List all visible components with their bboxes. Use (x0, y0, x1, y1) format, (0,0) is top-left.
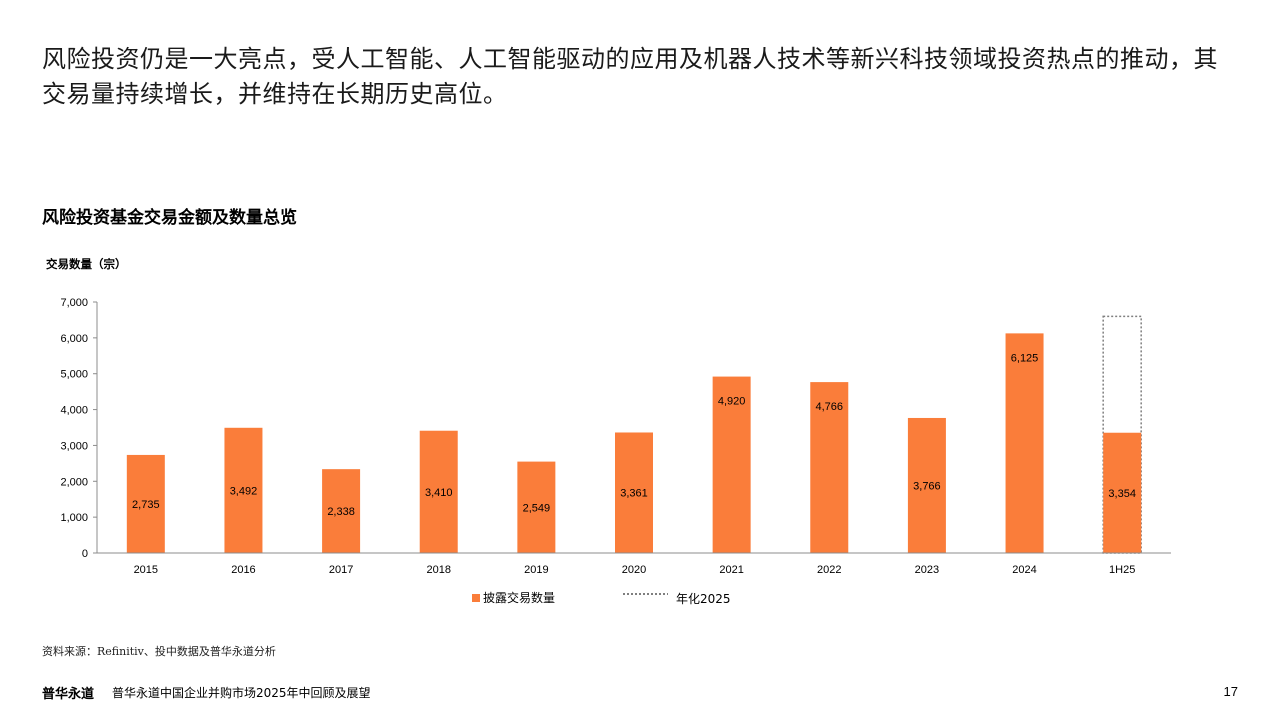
data-label: 3,354 (1108, 488, 1136, 500)
bar (126, 454, 165, 553)
x-tick-label: 2018 (426, 564, 450, 576)
bar (810, 382, 849, 553)
bar (712, 376, 751, 553)
y-tick-label: 1,000 (60, 512, 88, 524)
data-label: 3,361 (620, 488, 648, 500)
footer-brand: 普华永道 (42, 687, 95, 702)
data-label: 6,125 (1011, 352, 1039, 364)
data-label: 3,766 (913, 480, 941, 492)
bar (517, 461, 556, 553)
page-number: 17 (1223, 684, 1238, 699)
x-tick-label: 2023 (915, 564, 939, 576)
legend-label-annualized: 年化2025 (676, 592, 731, 606)
data-label: 3,410 (425, 487, 453, 499)
data-label: 4,920 (718, 396, 746, 408)
y-tick-label: 5,000 (60, 369, 88, 381)
x-tick-label: 2017 (329, 564, 353, 576)
bar (1103, 432, 1142, 553)
x-tick-label: 2015 (134, 564, 158, 576)
x-tick-label: 2022 (817, 564, 841, 576)
footer-report-title: 普华永道中国企业并购市场2025年中回顾及展望 (112, 686, 371, 700)
x-tick-label: 2016 (231, 564, 255, 576)
data-label: 2,549 (523, 502, 551, 514)
y-tick-label: 4,000 (60, 405, 88, 417)
data-label: 4,766 (816, 401, 844, 413)
source-note: 资料来源：Refinitiv、投中数据及普华永道分析 (42, 645, 276, 658)
bar (224, 427, 263, 553)
x-tick-label: 2024 (1012, 564, 1036, 576)
headline: 风险投资仍是一大亮点，受人工智能、人工智能驱动的应用及机器人技术等新兴科技领域投… (42, 45, 1218, 108)
x-tick-label: 2019 (524, 564, 548, 576)
data-label: 2,735 (132, 499, 160, 511)
y-tick-label: 2,000 (60, 476, 88, 488)
y-axis-title: 交易数量（宗） (46, 257, 127, 271)
y-tick-label: 0 (82, 548, 88, 560)
data-label: 3,492 (230, 485, 258, 497)
x-tick-label: 1H25 (1109, 564, 1135, 576)
bar (907, 417, 946, 553)
bar (419, 430, 458, 553)
x-tick-label: 2021 (719, 564, 743, 576)
bar (1005, 333, 1044, 553)
y-tick-label: 7,000 (60, 297, 88, 309)
chart-title: 风险投资基金交易金额及数量总览 (42, 208, 297, 228)
bar (322, 469, 361, 553)
bar (615, 432, 653, 553)
data-label: 2,338 (327, 506, 355, 518)
y-tick-label: 6,000 (60, 333, 88, 345)
x-tick-label: 2020 (622, 564, 646, 576)
y-tick-label: 3,000 (60, 440, 88, 452)
legend-swatch-disclosed (472, 594, 480, 602)
legend-label-disclosed: 披露交易数量 (483, 590, 555, 605)
